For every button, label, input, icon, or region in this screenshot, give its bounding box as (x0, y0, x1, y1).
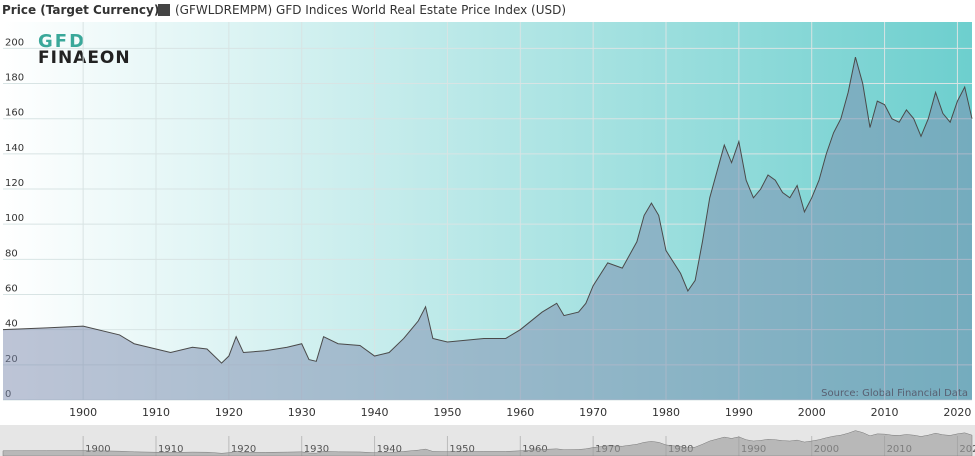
navigator-label: 1900 (85, 444, 110, 455)
x-tick-label: 1990 (725, 406, 753, 419)
x-tick-label: 1920 (215, 406, 243, 419)
line (2, 57, 973, 364)
navigator-label: 1930 (304, 444, 329, 455)
x-tick-label: 1930 (288, 406, 316, 419)
navigator-label: 1910 (158, 444, 183, 455)
y-tick-label: 80 (5, 248, 18, 259)
y-tick-label: 40 (5, 319, 18, 330)
y-tick-label: 200 (5, 37, 24, 48)
navigator-label: 1920 (231, 444, 256, 455)
chart-title: Price (Target Currency) (2, 3, 159, 17)
x-tick-label: 1910 (142, 406, 170, 419)
logo-top: GFD (38, 31, 86, 52)
x-tick-label: 2020 (943, 406, 971, 419)
navigator-area (2, 430, 973, 456)
logo-bottom: FINAEON (38, 48, 131, 68)
area (3, 57, 972, 401)
x-tick-label: 2000 (798, 406, 826, 419)
y-tick-label: 60 (5, 284, 18, 295)
x-tick-label: 1900 (69, 406, 97, 419)
y-tick-label: 160 (5, 108, 24, 119)
y-tick-label: 180 (5, 73, 24, 84)
x-tick-label: 1960 (506, 406, 534, 419)
navigator-label: 1960 (522, 444, 547, 455)
y-tick-label: 100 (5, 213, 24, 224)
legend-swatch (158, 4, 170, 16)
navigator-label: 1950 (449, 444, 474, 455)
x-tick-label: 1970 (579, 406, 607, 419)
navigator-label: 1940 (377, 444, 402, 455)
x-tick-label: 1980 (652, 406, 680, 419)
y-tick-label: 140 (5, 143, 24, 154)
x-tick-label: 2010 (871, 406, 899, 419)
y-tick-label: 120 (5, 178, 24, 189)
x-tick-label: 1940 (361, 406, 389, 419)
x-tick-label: 1950 (433, 406, 461, 419)
legend-label: (GFWLDREMPM) GFD Indices World Real Esta… (175, 3, 566, 17)
